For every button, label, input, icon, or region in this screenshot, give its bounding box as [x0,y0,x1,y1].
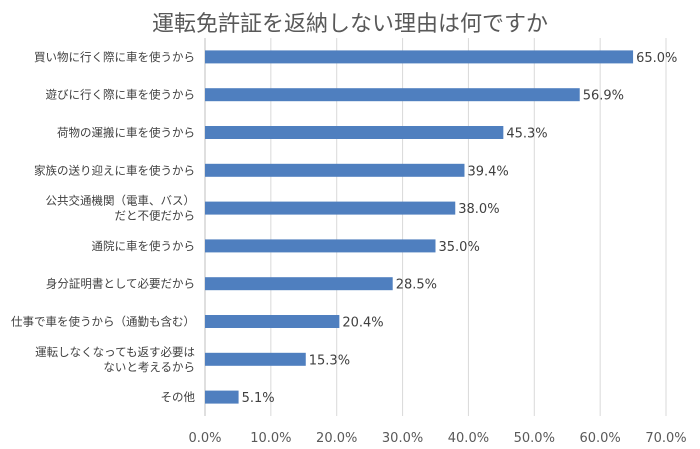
data-label: 5.1% [242,391,275,406]
data-label: 15.3% [309,353,350,368]
x-tick-label: 50.0% [514,431,555,446]
bar [205,50,634,64]
category-label-line: 公共交通機関（電車、バス） [46,194,196,208]
category-label-line: 運転しなくなっても返す必要は [35,345,195,359]
bar [205,315,340,328]
category-label: 仕事で車を使うから（通勤も含む） [11,315,195,329]
bar [205,163,465,177]
data-label: 45.3% [506,127,547,142]
bar [205,201,456,215]
category-label-line: 遊びに行く際に車を使うから [46,88,196,102]
category-label: その他 [161,390,196,404]
category-label: 身分証明書として必要だから [46,277,195,291]
category-label-line: 買い物に行く際に車を使うから [34,50,195,64]
data-label: 65.0% [636,51,677,66]
x-tick-label: 70.0% [645,431,686,446]
category-label: 通院に車を使うから [92,239,196,253]
category-label-line: 荷物の運搬に車を使うから [57,126,195,140]
x-tick-label: 30.0% [382,431,423,446]
data-label: 56.9% [583,89,624,104]
data-label: 38.0% [458,202,499,217]
bar [205,88,580,102]
x-tick-label: 40.0% [448,431,489,446]
chart-title: 運転免許証を返納しない理由は何ですか [151,12,548,37]
category-label: 荷物の運搬に車を使うから [57,126,195,140]
bar [205,277,393,291]
data-label: 39.4% [467,164,508,179]
category-label: 遊びに行く際に車を使うから [46,88,196,102]
category-label: 運転しなくなっても返す必要はないと考えるから [35,345,195,374]
category-label-line: 仕事で車を使うから（通勤も含む） [11,315,195,329]
data-label: 28.5% [396,278,437,293]
bar [205,390,239,404]
category-label-line: 通院に車を使うから [92,239,196,253]
bar [205,352,306,366]
category-label-line: ないと考えるから [103,360,195,374]
category-label-line: その他 [161,390,196,404]
bar [205,239,436,253]
category-label-line: 家族の送り迎えに車を使うから [34,163,195,177]
x-tick-label: 0.0% [188,431,221,446]
category-label-line: 身分証明書として必要だから [46,277,195,291]
x-tick-label: 20.0% [316,431,357,446]
data-label: 20.4% [342,316,383,331]
bar [205,126,504,139]
category-label: 公共交通機関（電車、バス）だと不便だから [46,194,196,223]
data-label: 35.0% [439,240,480,255]
category-label: 家族の送り迎えに車を使うから [34,163,195,177]
x-tick-label: 60.0% [579,431,620,446]
x-tick-label: 10.0% [250,431,291,446]
category-label: 買い物に行く際に車を使うから [34,50,195,64]
category-label-line: だと不便だから [115,209,196,223]
